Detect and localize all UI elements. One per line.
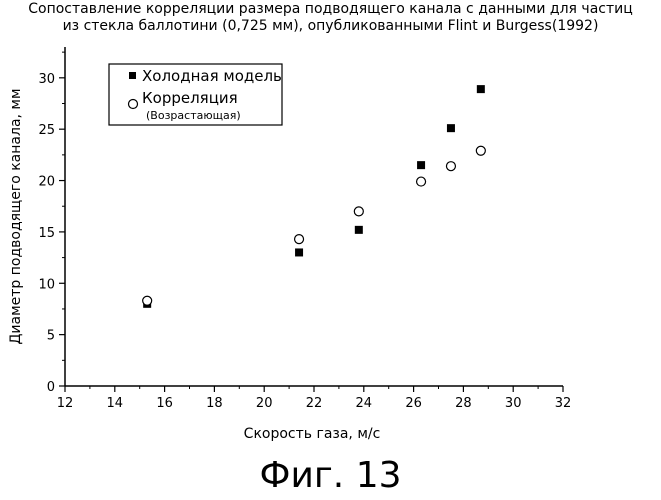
x-axis-label: Скорость газа, м/с <box>244 426 381 442</box>
x-tick-label: 18 <box>206 396 223 411</box>
x-tick-label: 14 <box>107 396 124 411</box>
point-open-circle <box>143 296 152 305</box>
y-tick-label: 10 <box>38 277 55 292</box>
x-tick-label: 20 <box>256 396 273 411</box>
legend-label-correlation-sub: (Возрастающая) <box>146 109 241 122</box>
point-open-circle <box>476 146 485 155</box>
legend-label-cold-model: Холодная модель <box>142 67 282 85</box>
y-tick-label: 30 <box>38 72 55 87</box>
point-filled-square <box>477 85 485 93</box>
figure-caption: Фиг. 13 <box>0 456 661 496</box>
x-tick-label: 24 <box>356 396 373 411</box>
x-axis-ticks: 12 14 16 18 20 22 24 26 28 30 32 <box>57 386 572 411</box>
x-tick-label: 22 <box>306 396 323 411</box>
x-tick-label: 30 <box>505 396 522 411</box>
legend-label-correlation: Корреляция <box>142 89 238 107</box>
point-filled-square <box>417 161 425 169</box>
legend: Холодная модель Корреляция (Возрастающая… <box>109 64 282 125</box>
x-tick-label: 32 <box>555 396 572 411</box>
x-tick-label: 26 <box>405 396 422 411</box>
point-open-circle <box>354 207 363 216</box>
axes <box>65 47 563 386</box>
x-tick-label: 16 <box>156 396 173 411</box>
point-filled-square <box>295 248 303 256</box>
point-filled-square <box>447 124 455 132</box>
legend-marker-open-circle <box>129 100 138 109</box>
y-axis-label: Диаметр подводящего канала, мм <box>8 88 24 344</box>
y-tick-label: 0 <box>47 380 55 395</box>
y-tick-label: 5 <box>47 329 55 344</box>
point-open-circle <box>417 177 426 186</box>
x-tick-label: 12 <box>57 396 74 411</box>
y-tick-label: 25 <box>38 123 55 138</box>
point-filled-square <box>355 226 363 234</box>
point-open-circle <box>446 162 455 171</box>
legend-marker-filled-square <box>129 72 136 79</box>
y-tick-label: 15 <box>38 226 55 241</box>
x-tick-label: 28 <box>455 396 472 411</box>
y-axis-ticks: 0 5 10 15 20 25 30 <box>38 52 65 395</box>
point-open-circle <box>295 235 304 244</box>
y-tick-label: 20 <box>38 175 55 190</box>
